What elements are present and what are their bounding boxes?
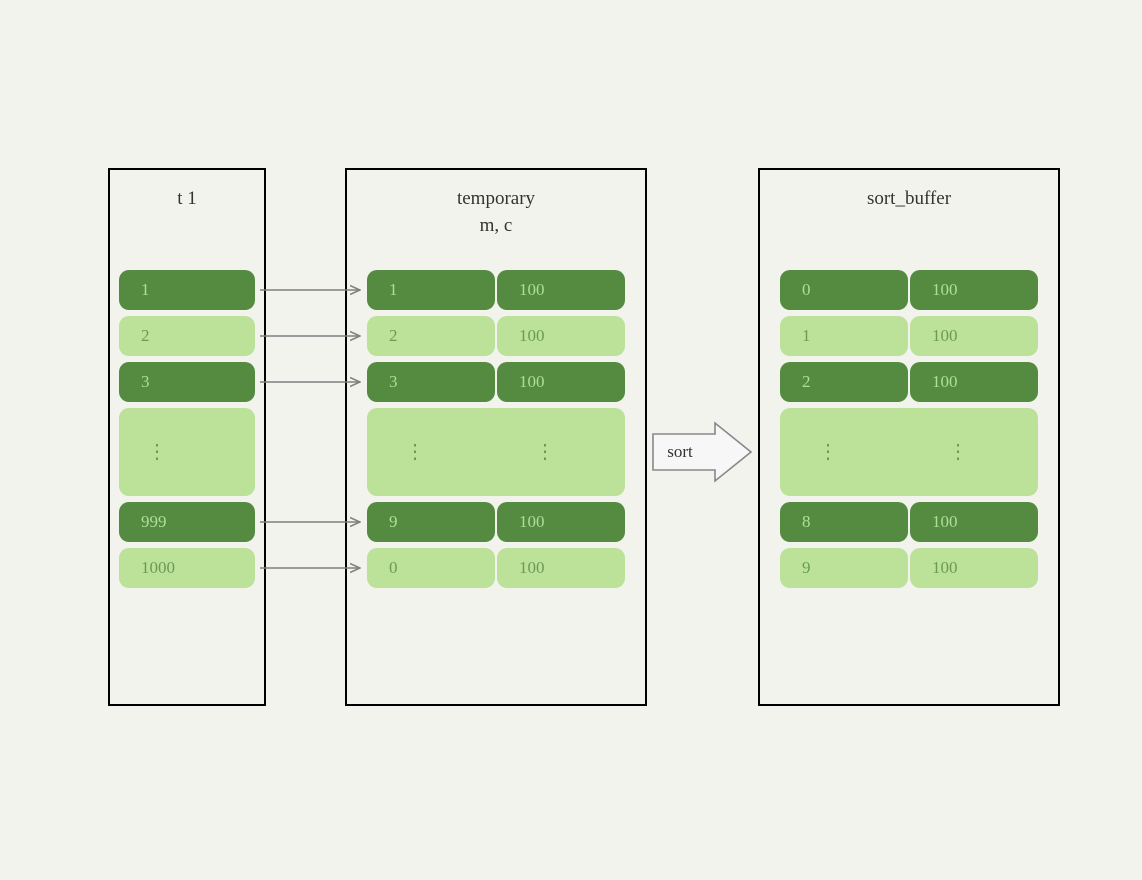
t1-row-2-value: 2 xyxy=(141,326,150,346)
temp-row-2-m: 2 xyxy=(367,316,495,356)
sort-row-1-c: 100 xyxy=(910,316,1038,356)
temp-row-2: 2 100 xyxy=(367,316,625,356)
sort-row-2-m: 2 xyxy=(780,362,908,402)
sort-row-2: 2 100 xyxy=(780,362,1038,402)
sort-row-0: 0 100 xyxy=(780,270,1038,310)
sort-row-8: 8 100 xyxy=(780,502,1038,542)
sort-row-1: 1 100 xyxy=(780,316,1038,356)
sort-row-1-m: 1 xyxy=(780,316,908,356)
sort-row-0-c: 100 xyxy=(910,270,1038,310)
t1-row-999: 999 xyxy=(119,502,255,542)
temp-row-9: 9 100 xyxy=(367,502,625,542)
sort-row-8-m: 8 xyxy=(780,502,908,542)
box-temporary-title-l2: m, c xyxy=(480,215,513,236)
temp-row-0-c: 100 xyxy=(497,548,625,588)
t1-row-2: 2 xyxy=(119,316,255,356)
temp-row-9-m: 9 xyxy=(367,502,495,542)
t1-row-1000-value: 1000 xyxy=(141,558,175,578)
sort-row-8-c: 100 xyxy=(910,502,1038,542)
temp-row-1: 1 100 xyxy=(367,270,625,310)
sort-row-0-m: 0 xyxy=(780,270,908,310)
box-temporary-title-l1: temporary xyxy=(457,188,535,209)
sort-row-9-m: 9 xyxy=(780,548,908,588)
sort-ellipsis xyxy=(780,408,1038,496)
diagram-root: t 1 1 2 3 999 1000 temporary m, c 1 100 … xyxy=(0,0,1142,880)
t1-row-3-value: 3 xyxy=(141,372,150,392)
sort-arrow-label: sort xyxy=(667,442,693,461)
temp-row-3-m: 3 xyxy=(367,362,495,402)
box-temporary-title: temporary m, c xyxy=(347,170,645,239)
temp-row-2-c: 100 xyxy=(497,316,625,356)
sort-arrow: sort xyxy=(653,423,751,481)
temp-row-1-m: 1 xyxy=(367,270,495,310)
temp-row-3: 3 100 xyxy=(367,362,625,402)
sort-row-2-c: 100 xyxy=(910,362,1038,402)
temp-row-9-c: 100 xyxy=(497,502,625,542)
t1-row-999-value: 999 xyxy=(141,512,167,532)
t1-row-1: 1 xyxy=(119,270,255,310)
sort-row-9: 9 100 xyxy=(780,548,1038,588)
t1-ellipsis xyxy=(119,408,255,496)
temp-row-0: 0 100 xyxy=(367,548,625,588)
temp-row-1-c: 100 xyxy=(497,270,625,310)
t1-row-1-value: 1 xyxy=(141,280,150,300)
sort-row-9-c: 100 xyxy=(910,548,1038,588)
box-sort-buffer-title: sort_buffer xyxy=(760,170,1058,213)
temp-ellipsis xyxy=(367,408,625,496)
temp-row-3-c: 100 xyxy=(497,362,625,402)
box-t1-title: t 1 xyxy=(110,170,264,213)
t1-row-1000: 1000 xyxy=(119,548,255,588)
temp-row-0-m: 0 xyxy=(367,548,495,588)
t1-row-3: 3 xyxy=(119,362,255,402)
